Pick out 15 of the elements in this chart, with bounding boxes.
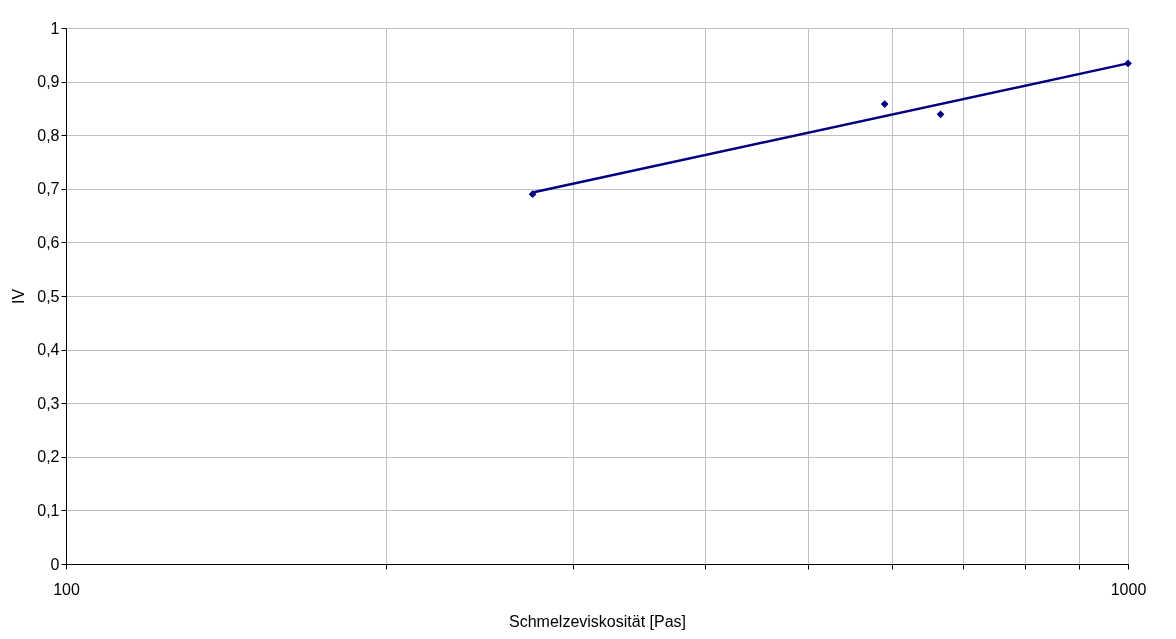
y-tick-label: 0,7 bbox=[37, 180, 60, 198]
x-tick-label: 100 bbox=[53, 580, 80, 598]
y-tick-label: 0,3 bbox=[37, 394, 60, 412]
x-tick-label: 1000 bbox=[1110, 580, 1147, 598]
y-tick-label: 0,2 bbox=[37, 448, 60, 466]
y-tick-label: 1 bbox=[50, 19, 60, 37]
y-tick-label: 0,4 bbox=[37, 341, 60, 359]
x-axis-title: Schmelzeviskosität [Pas] bbox=[509, 612, 686, 630]
y-tick-label: 0,6 bbox=[37, 233, 60, 251]
y-tick-label: 0,9 bbox=[37, 73, 60, 91]
y-axis-title: IV bbox=[10, 288, 28, 305]
y-tick-label: 0,5 bbox=[37, 287, 60, 305]
y-tick-label: 0 bbox=[50, 555, 60, 573]
y-tick-label: 0,1 bbox=[37, 501, 60, 519]
y-tick-label: 0,8 bbox=[37, 126, 60, 144]
